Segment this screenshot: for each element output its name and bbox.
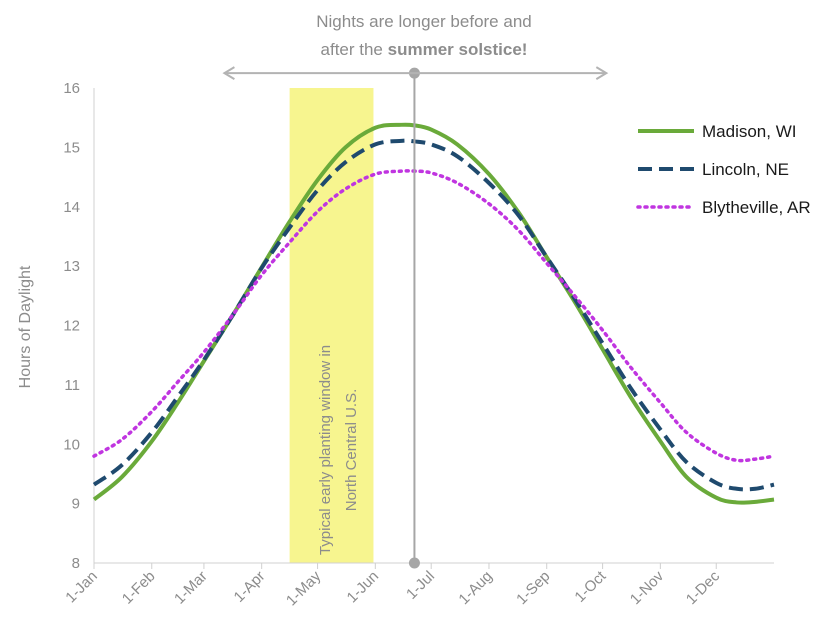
x-tick-label: 1-Mar xyxy=(171,568,211,608)
x-tick-label: 1-Jul xyxy=(403,568,438,603)
series-line-1 xyxy=(92,138,775,492)
x-tick-label: 1-Sep xyxy=(513,568,553,608)
band-label: Typical early planting window in North C… xyxy=(317,345,360,555)
planting-window-rect xyxy=(289,88,374,563)
y-tick-label: 15 xyxy=(63,139,80,156)
y-tick-label: 14 xyxy=(63,199,80,216)
x-tick-label: 1-Feb xyxy=(119,568,159,608)
x-tick-label: 1-Jan xyxy=(62,568,101,607)
x-tick-label: 1-Nov xyxy=(627,567,668,608)
legend-label-0: Madison, WI xyxy=(702,122,796,141)
legend: Madison, WI Lincoln, NE Blytheville, AR xyxy=(636,122,811,217)
chart-title-line2: after the summer solstice! xyxy=(321,40,528,59)
chart-title-line2-bold: summer solstice! xyxy=(388,40,528,59)
y-tick-label: 9 xyxy=(72,496,80,513)
x-tick-label: 1-May xyxy=(283,567,325,609)
x-tick-label: 1-Aug xyxy=(455,568,495,608)
y-tick-label: 13 xyxy=(63,258,80,275)
solstice-bottom-dot xyxy=(408,557,420,569)
arrow-right-head xyxy=(595,66,609,81)
band-label-line1: Typical early planting window in xyxy=(317,345,334,555)
chart-title-line1: Nights are longer before and xyxy=(316,12,531,31)
x-tick-label: 1-Dec xyxy=(683,567,724,608)
x-tick-label: 1-Apr xyxy=(231,568,269,606)
y-tick-label: 16 xyxy=(63,80,80,97)
y-tick-label: 10 xyxy=(63,436,80,453)
chart-title-line2-prefix: after the xyxy=(321,40,388,59)
planting-window-band xyxy=(289,88,374,563)
x-tick-label: 1-Jun xyxy=(344,568,383,607)
arrow-left-head xyxy=(222,66,235,81)
series-lines xyxy=(92,122,776,505)
legend-label-2: Blytheville, AR xyxy=(702,198,811,217)
series-line-0 xyxy=(92,122,775,505)
series-line-2 xyxy=(92,169,776,463)
y-tick-label: 8 xyxy=(72,555,80,572)
y-tick-label: 11 xyxy=(64,377,80,394)
legend-label-1: Lincoln, NE xyxy=(702,160,789,179)
annotations xyxy=(222,66,609,569)
axes: 8 9 10 11 12 13 14 15 16 1-Jan 1-Feb 1-Mar 1-Apr 1-Ma… xyxy=(62,80,774,609)
y-axis-label: Hours of Daylight xyxy=(17,265,34,388)
band-label-line2: North Central U.S. xyxy=(343,389,360,512)
x-tick-label: 1-Oct xyxy=(571,567,610,606)
y-tick-label: 12 xyxy=(63,318,80,335)
